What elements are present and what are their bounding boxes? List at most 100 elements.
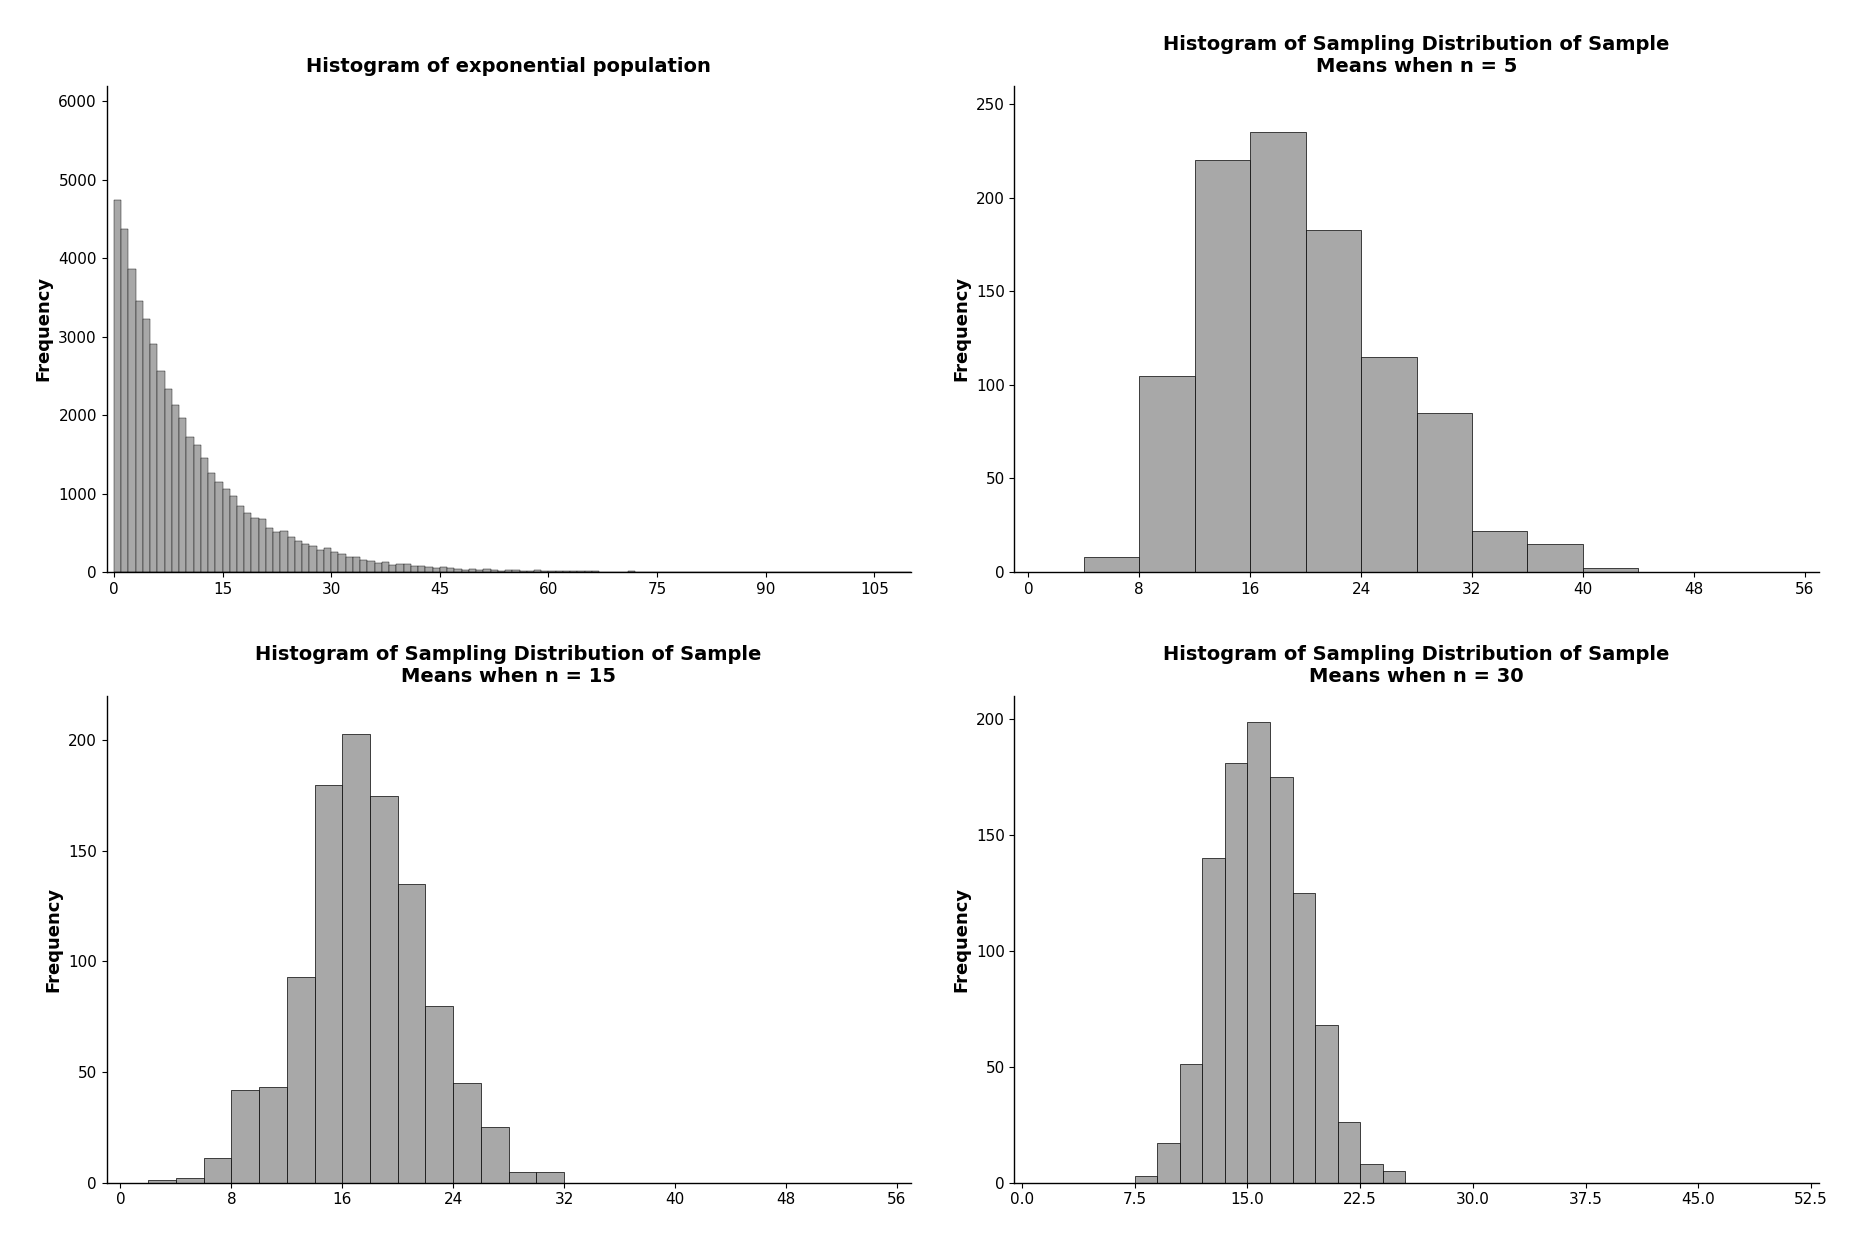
Bar xyxy=(1417,414,1473,573)
Bar xyxy=(194,445,201,573)
Bar xyxy=(339,554,345,573)
Bar xyxy=(533,570,541,573)
Bar xyxy=(201,458,209,573)
Bar xyxy=(209,473,214,573)
Bar xyxy=(171,405,179,573)
Bar xyxy=(481,1128,509,1182)
Bar xyxy=(179,417,186,573)
Bar xyxy=(453,1083,481,1182)
Bar xyxy=(462,570,470,573)
Y-axis label: Frequency: Frequency xyxy=(45,887,63,992)
Bar xyxy=(432,568,440,573)
Bar xyxy=(1361,356,1417,573)
Bar xyxy=(352,558,360,573)
Y-axis label: Frequency: Frequency xyxy=(953,887,971,992)
Bar xyxy=(1158,1143,1180,1182)
Bar xyxy=(222,489,229,573)
Bar xyxy=(175,1179,203,1182)
Bar xyxy=(302,544,309,573)
Bar xyxy=(404,564,410,573)
Bar xyxy=(520,570,528,573)
Bar xyxy=(371,796,397,1182)
Bar xyxy=(287,538,295,573)
Bar xyxy=(382,561,390,573)
Bar xyxy=(186,437,194,573)
Bar xyxy=(317,550,324,573)
Title: Histogram of Sampling Distribution of Sample
Means when n = 30: Histogram of Sampling Distribution of Sa… xyxy=(1163,646,1670,687)
Bar xyxy=(149,1180,175,1182)
Bar xyxy=(267,528,274,573)
Bar xyxy=(1251,133,1305,573)
Bar xyxy=(475,570,483,573)
Bar xyxy=(375,563,382,573)
Bar xyxy=(425,566,432,573)
Title: Histogram of exponential population: Histogram of exponential population xyxy=(306,57,710,76)
Bar xyxy=(1305,230,1361,573)
Y-axis label: Frequency: Frequency xyxy=(35,276,52,381)
Bar xyxy=(136,301,144,573)
Bar xyxy=(1135,1176,1158,1182)
Bar xyxy=(214,482,222,573)
Bar xyxy=(259,519,267,573)
Bar xyxy=(505,570,513,573)
Bar xyxy=(1083,556,1139,573)
Bar xyxy=(244,513,252,573)
Bar xyxy=(1383,1171,1405,1182)
Bar xyxy=(1225,764,1247,1182)
Bar xyxy=(129,270,136,573)
Bar xyxy=(498,570,505,573)
Bar xyxy=(440,568,447,573)
Bar xyxy=(274,532,280,573)
Bar xyxy=(164,389,171,573)
Bar xyxy=(397,884,425,1182)
Bar xyxy=(1361,1164,1383,1182)
Bar xyxy=(483,569,490,573)
Bar xyxy=(114,200,121,573)
Bar xyxy=(203,1159,231,1182)
Bar xyxy=(345,558,352,573)
Bar xyxy=(231,1089,259,1182)
Bar xyxy=(157,370,164,573)
Bar xyxy=(1527,544,1583,573)
Bar xyxy=(470,569,475,573)
Bar xyxy=(367,561,375,573)
Bar xyxy=(1269,777,1292,1182)
Bar xyxy=(425,1006,453,1182)
Bar xyxy=(144,319,151,573)
Bar xyxy=(1247,722,1269,1182)
Bar xyxy=(1180,1064,1202,1182)
Bar xyxy=(295,540,302,573)
Bar xyxy=(490,570,498,573)
Bar xyxy=(121,229,129,573)
Bar xyxy=(229,496,237,573)
Bar xyxy=(537,1171,565,1182)
Bar xyxy=(280,532,287,573)
Bar xyxy=(1139,375,1195,573)
Bar xyxy=(332,551,339,573)
Bar xyxy=(447,568,455,573)
Bar xyxy=(252,518,259,573)
Bar xyxy=(343,734,371,1182)
Bar xyxy=(513,570,520,573)
Bar xyxy=(1338,1123,1361,1182)
Bar xyxy=(259,1088,287,1182)
Bar xyxy=(410,565,418,573)
Bar xyxy=(390,565,397,573)
Y-axis label: Frequency: Frequency xyxy=(953,276,971,381)
Title: Histogram of Sampling Distribution of Sample
Means when n = 15: Histogram of Sampling Distribution of Sa… xyxy=(255,646,762,687)
Bar xyxy=(309,546,317,573)
Bar xyxy=(1473,530,1527,573)
Bar xyxy=(397,564,404,573)
Bar xyxy=(1195,160,1251,573)
Bar xyxy=(1583,569,1638,573)
Bar xyxy=(1202,858,1225,1182)
Bar xyxy=(287,977,315,1182)
Bar xyxy=(360,560,367,573)
Bar xyxy=(1316,1025,1338,1182)
Bar xyxy=(151,344,157,573)
Bar xyxy=(418,566,425,573)
Bar xyxy=(315,785,343,1182)
Bar xyxy=(455,569,462,573)
Bar xyxy=(237,507,244,573)
Bar xyxy=(324,548,332,573)
